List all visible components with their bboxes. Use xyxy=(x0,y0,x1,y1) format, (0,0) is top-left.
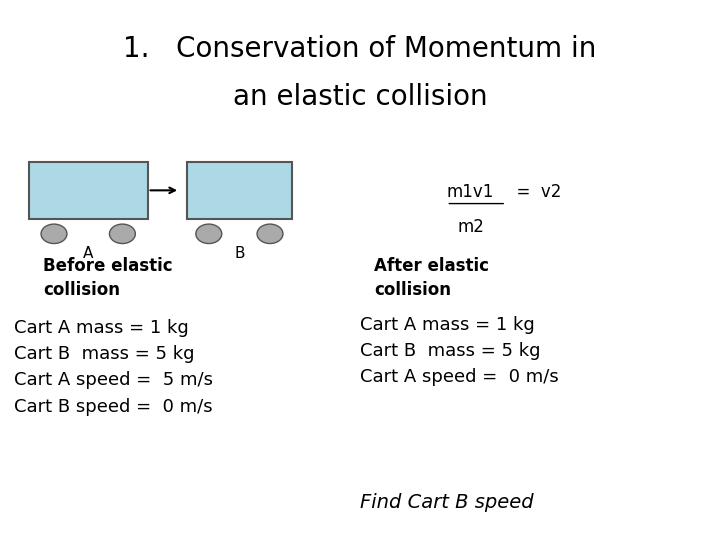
Text: Cart A mass = 1 kg
Cart B  mass = 5 kg
Cart A speed =  0 m/s: Cart A mass = 1 kg Cart B mass = 5 kg Ca… xyxy=(360,315,559,387)
Text: Cart A mass = 1 kg
Cart B  mass = 5 kg
Cart A speed =  5 m/s
Cart B speed =  0 m: Cart A mass = 1 kg Cart B mass = 5 kg Ca… xyxy=(14,319,213,416)
Text: Before elastic
collision: Before elastic collision xyxy=(43,257,173,299)
Text: Find Cart B speed: Find Cart B speed xyxy=(360,492,534,512)
Circle shape xyxy=(109,224,135,244)
Text: m2: m2 xyxy=(457,218,484,236)
Text: After elastic
collision: After elastic collision xyxy=(374,257,490,299)
Circle shape xyxy=(257,224,283,244)
Text: B: B xyxy=(234,246,245,261)
Circle shape xyxy=(196,224,222,244)
Circle shape xyxy=(41,224,67,244)
Text: =  v2: = v2 xyxy=(506,183,562,201)
Text: 1.   Conservation of Momentum in: 1. Conservation of Momentum in xyxy=(123,35,597,63)
FancyBboxPatch shape xyxy=(187,162,292,219)
Text: A: A xyxy=(83,246,94,261)
Text: an elastic collision: an elastic collision xyxy=(233,83,487,111)
FancyBboxPatch shape xyxy=(29,162,148,219)
Text: m1v1: m1v1 xyxy=(446,183,494,201)
